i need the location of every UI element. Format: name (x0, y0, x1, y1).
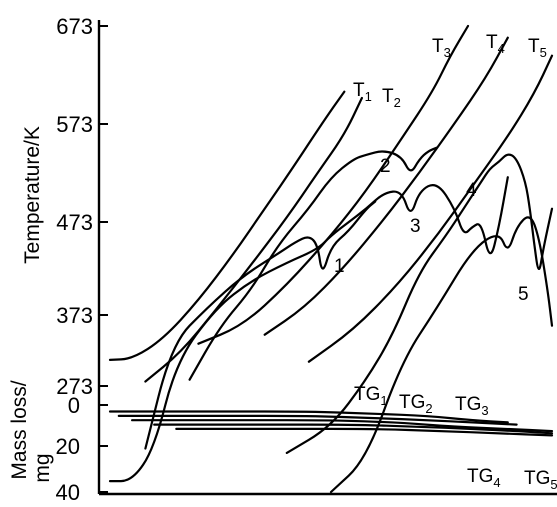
series-t3-label: T3 (432, 36, 451, 60)
series-tg4-label: TG4 (467, 466, 501, 490)
series-t1-line (108, 90, 346, 361)
series-tg5-line (175, 427, 554, 437)
series-t5-line (307, 54, 554, 363)
series-t4-label: T4 (486, 32, 505, 56)
mass-tick-label-20: 20 (56, 434, 80, 459)
temp-tick-label-273: 273 (56, 374, 93, 399)
series-tg1-line (108, 410, 509, 424)
series-tg2-label: TG2 (399, 392, 433, 416)
temp-tick-label-673: 673 (56, 14, 93, 39)
series-tg4-line (153, 423, 554, 435)
temperature-axis-label: Temperature/K (21, 126, 44, 264)
series-5-line (329, 216, 554, 494)
series-5-label: 5 (518, 284, 529, 305)
series-tg1-label: TG1 (354, 384, 388, 408)
series-t4-line (263, 36, 509, 336)
temp-tick-label-373: 373 (56, 303, 93, 328)
series-tg5-label: TG5 (524, 468, 557, 492)
series-4-label: 4 (466, 180, 477, 201)
series-tg3-line (131, 419, 554, 433)
mass-axis-label-line2: mg (31, 453, 54, 482)
series-t2-line (144, 96, 363, 383)
mass-axis-label-line1: Mass loss/ (8, 380, 31, 479)
mass-ticks: 0 20 40 (56, 393, 108, 505)
series-2-label: 2 (380, 156, 391, 177)
curve-labels: T1 T2 T3 T4 T5 1 2 3 4 5 TG1 TG2 TG3 TG4 TG5 (334, 32, 557, 492)
curves (108, 24, 554, 494)
mass-tick-label-40: 40 (56, 480, 80, 505)
series-tg3-label: TG3 (455, 394, 489, 418)
temp-tick-label-473: 473 (56, 210, 93, 235)
series-3-label: 3 (410, 216, 421, 237)
series-tg2-line (117, 414, 518, 426)
series-t2-label: T2 (382, 86, 401, 110)
series-1-line (144, 200, 377, 450)
series-2-line (188, 146, 439, 381)
series-4-line (285, 153, 554, 454)
temp-tick-label-573: 573 (56, 112, 93, 137)
mass-tick-label-0: 0 (68, 393, 80, 418)
series-1-label: 1 (334, 256, 345, 277)
series-t5-label: T5 (528, 36, 547, 60)
series-t3-line (197, 24, 470, 345)
temperature-ticks: 673 573 473 373 273 (56, 14, 108, 399)
series-t1-label: T1 (353, 80, 372, 104)
series-3-line (108, 176, 509, 483)
